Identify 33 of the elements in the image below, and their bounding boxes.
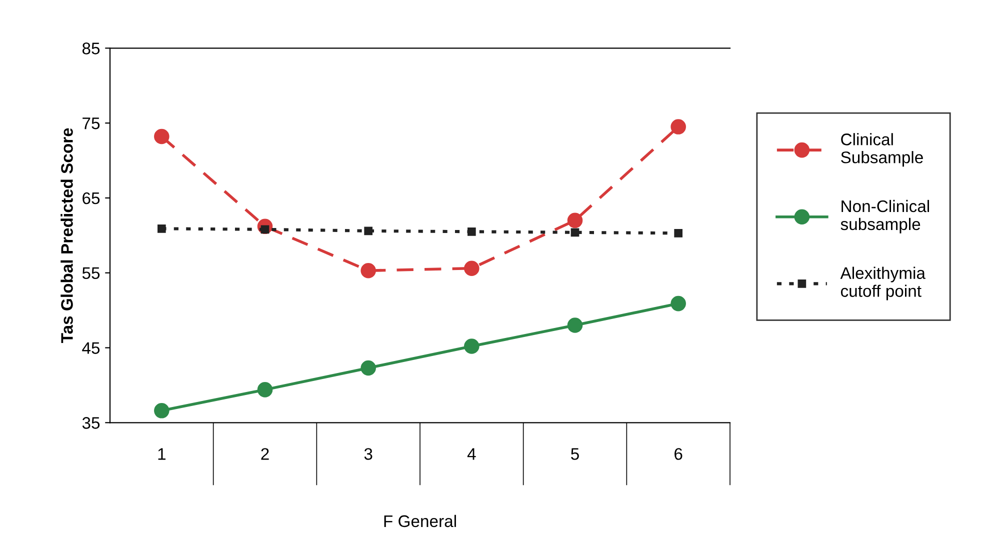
point <box>570 228 580 237</box>
legend-label: Clinical Subsample <box>841 133 923 167</box>
legend-label: Alexithymia cutoff point <box>840 266 926 300</box>
y-tick-label: 85 <box>82 42 100 54</box>
point <box>154 128 170 144</box>
point <box>670 296 686 312</box>
point <box>360 360 376 376</box>
x-tick-label: 6 <box>674 448 682 460</box>
point <box>257 382 273 398</box>
point <box>674 228 682 238</box>
y-tick-label: 55 <box>82 267 100 280</box>
legend-label: Non-Clinical subsample <box>840 200 929 234</box>
x-axis-title: F General <box>384 514 456 528</box>
y-tick-label: 45 <box>82 342 100 354</box>
x-tick-label: 3 <box>364 448 372 460</box>
y-tick-label: 65 <box>82 192 100 204</box>
point <box>670 119 686 134</box>
x-tick-label: 1 <box>158 448 166 460</box>
point <box>464 260 480 276</box>
point <box>567 318 583 333</box>
y-tick-label: 35 <box>82 417 100 429</box>
point <box>468 227 476 236</box>
y-axis-title: Tas Global Predicted Score <box>60 128 73 343</box>
x-tick-label: 4 <box>467 448 476 460</box>
point <box>360 262 376 278</box>
x-tick-label: 2 <box>261 448 269 460</box>
point <box>154 403 170 418</box>
point <box>464 338 480 354</box>
y-tick-label: 75 <box>82 118 100 130</box>
point <box>364 226 372 236</box>
x-tick-label: 5 <box>571 448 579 460</box>
point <box>567 212 583 228</box>
point <box>158 224 166 233</box>
